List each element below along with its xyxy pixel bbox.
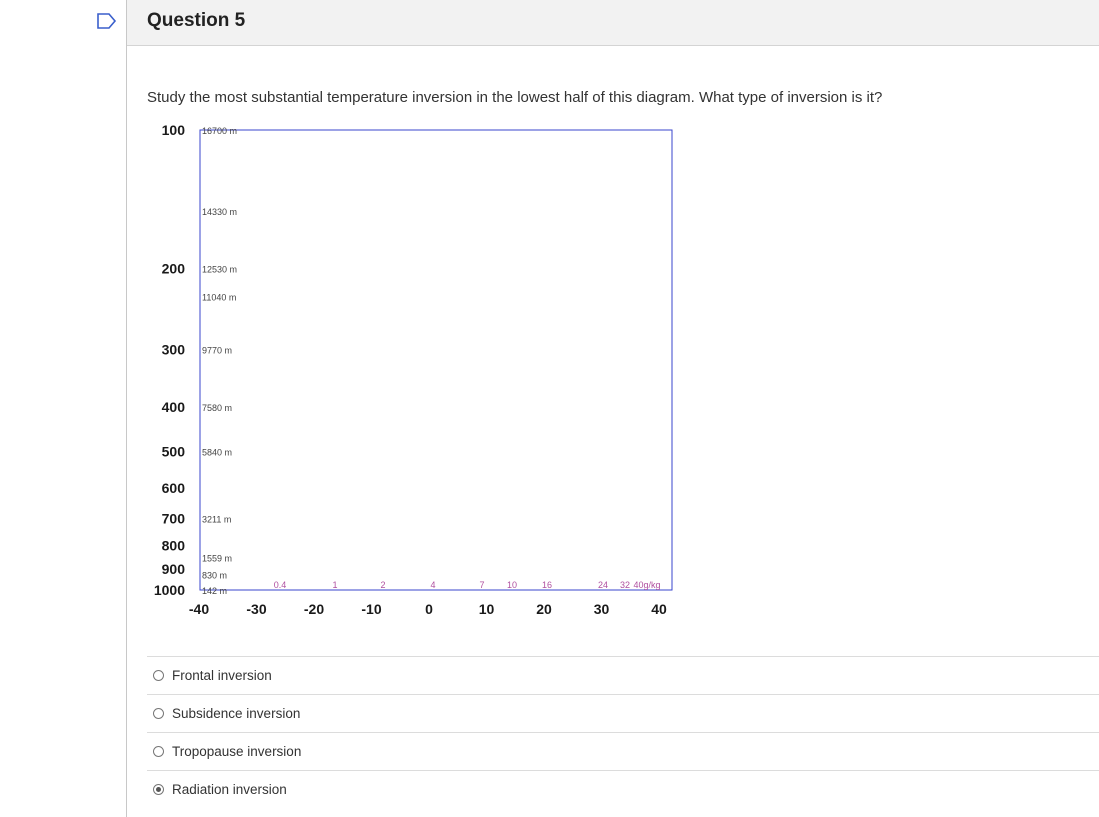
plot-frame <box>199 129 673 591</box>
answer-option[interactable]: Tropopause inversion <box>147 732 1099 770</box>
answer-option[interactable]: Radiation inversion <box>147 770 1099 808</box>
temperature-label: 30 <box>594 601 610 617</box>
pressure-label: 500 <box>162 444 186 460</box>
question-text: Study the most substantial temperature i… <box>147 89 883 106</box>
mixing-ratio-label: 32 <box>620 580 630 590</box>
mixing-ratio-label: 2 <box>380 580 385 590</box>
temperature-label: 10 <box>479 601 495 617</box>
height-label: 11040 m <box>202 292 236 302</box>
radio-icon[interactable] <box>153 670 164 681</box>
height-label: 14330 m <box>202 207 237 217</box>
pressure-label: 700 <box>162 511 186 527</box>
height-label: 830 m <box>202 570 227 580</box>
mixing-ratio-label: 10 <box>507 580 517 590</box>
height-label: 1559 m <box>202 554 232 564</box>
radio-icon[interactable] <box>153 708 164 719</box>
mixing-ratio-label: 0.4 <box>274 580 287 590</box>
mixing-ratio-label: 4 <box>430 580 435 590</box>
pressure-label: 800 <box>162 537 186 553</box>
pressure-label: 600 <box>162 480 186 496</box>
temperature-label: 20 <box>536 601 552 617</box>
radio-checked-icon[interactable] <box>153 784 164 795</box>
height-label: 142 m <box>202 586 227 596</box>
pressure-label: 200 <box>162 260 186 276</box>
pressure-label: 1000 <box>154 582 185 598</box>
answer-option-label: Subsidence inversion <box>172 706 301 721</box>
mixing-ratio-label: 24 <box>598 580 608 590</box>
answer-option-label: Radiation inversion <box>172 782 287 797</box>
radio-icon[interactable] <box>153 746 164 757</box>
height-label: 16700 m <box>202 126 237 136</box>
question-title: Question 5 <box>147 10 246 31</box>
height-label: 3211 m <box>202 515 231 525</box>
temperature-label: -40 <box>189 601 209 617</box>
mixing-ratio-label: 40g/kg <box>633 580 660 590</box>
flag-icon[interactable] <box>97 13 117 29</box>
pressure-label: 300 <box>162 341 186 357</box>
answer-option-label: Frontal inversion <box>172 668 272 683</box>
answer-option[interactable]: Subsidence inversion <box>147 694 1099 732</box>
pressure-label: 100 <box>162 122 186 138</box>
pressure-label: 400 <box>162 399 186 415</box>
temperature-label: 0 <box>425 601 433 617</box>
temperature-label: -20 <box>304 601 324 617</box>
question-header: Question 5 <box>127 0 1099 46</box>
height-label: 12530 m <box>202 264 237 274</box>
pressure-label: 900 <box>162 561 186 577</box>
temperature-label: 40 <box>651 601 667 617</box>
answer-option[interactable]: Frontal inversion <box>147 656 1099 694</box>
height-label: 7580 m <box>202 403 232 413</box>
answer-options: Frontal inversion Subsidence inversion Tro… <box>147 656 1099 808</box>
answer-option-label: Tropopause inversion <box>172 744 302 759</box>
left-rail <box>0 0 127 817</box>
mixing-ratio-label: 16 <box>542 580 552 590</box>
temperature-label: -30 <box>246 601 266 617</box>
mixing-ratio-label: 1 <box>332 580 337 590</box>
mixing-ratio-label: 7 <box>479 580 484 590</box>
temperature-label: -10 <box>361 601 381 617</box>
height-label: 9770 m <box>202 345 232 355</box>
height-label: 5840 m <box>202 448 232 458</box>
